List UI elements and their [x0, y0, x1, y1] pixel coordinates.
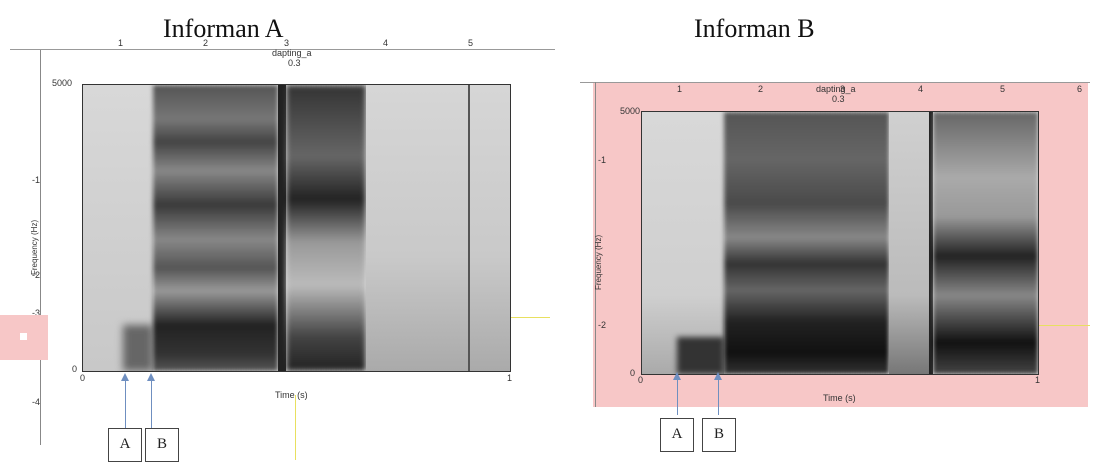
guide-line-b-h [1035, 325, 1090, 326]
top-ruler-b [580, 82, 1090, 83]
segment-a-1 [83, 85, 153, 371]
left-tick-b-2: -2 [598, 320, 607, 330]
file-label-b: dapting_a [816, 84, 856, 94]
spectrogram-panel-a: 1 2 3 4 5 dapting_a 0.3 -1 -2 -3 -4 5000… [0, 38, 560, 464]
spectrogram-b [641, 111, 1039, 375]
marker-box-a-1: A [108, 428, 142, 462]
y-axis-label-a: Frequency (Hz) [30, 219, 39, 275]
segment-a-stop [278, 85, 286, 371]
segment-a-tail [366, 85, 510, 371]
y-min-a: 0 [72, 364, 78, 374]
marker-b-1-label: A [671, 426, 683, 442]
segment-a-nasal [286, 85, 366, 371]
segment-a-vowel [153, 85, 278, 371]
file-label-a: dapting_a [272, 48, 312, 58]
y-min-b: 0 [630, 368, 636, 378]
arrow-head-b-1 [673, 372, 681, 380]
y-max-b: 5000 [620, 106, 641, 116]
top-tick-b-5: 5 [1000, 84, 1006, 94]
left-tick-a-4: -4 [32, 397, 41, 407]
top-tick-b-1: 1 [677, 84, 683, 94]
top-tick-a-4: 4 [383, 38, 389, 48]
arrow-a-2 [151, 380, 152, 430]
arrow-b-2 [718, 379, 719, 415]
y-axis-label-b: Frequency (Hz) [594, 234, 603, 290]
top-tick-b-6: 6 [1077, 84, 1083, 94]
marker-b-2-label: B [713, 426, 724, 442]
left-axis-line-a [40, 50, 41, 445]
marker-dot-a [20, 333, 27, 340]
left-axis-line-b [595, 82, 596, 407]
segment-b-stop [929, 112, 933, 374]
segment-b-nasal [933, 112, 1038, 374]
top-tick-b-4: 4 [918, 84, 924, 94]
arrow-b-1 [677, 379, 678, 415]
segment-a-burst [123, 325, 153, 371]
top-tick-a-5: 5 [468, 38, 474, 48]
arrow-head-b-2 [714, 372, 722, 380]
marker-box-b-1: A [660, 418, 694, 452]
top-tick-b-3: 3 [840, 84, 846, 94]
top-tick-a-3: 3 [284, 38, 290, 48]
marker-box-a-2: B [145, 428, 179, 462]
left-tick-a-3: -3 [32, 308, 41, 318]
top-ruler-a [10, 49, 555, 50]
spectrogram-panel-b: 1 2 3 4 5 6 dapting_a 0.3 -1 -2 5000 0 F… [580, 70, 1100, 415]
marker-a-2-label: B [156, 436, 167, 452]
x-start-b: 0 [638, 375, 644, 385]
arrow-a-1 [125, 380, 126, 430]
title-informan-a: Informan A [163, 14, 284, 43]
arrow-head-a-2 [147, 373, 155, 381]
title-informan-b: Informan B [694, 14, 815, 43]
left-tick-b-1: -1 [598, 155, 607, 165]
file-sub-b: 0.3 [832, 94, 845, 104]
spectrogram-a [82, 84, 511, 372]
segment-b-vowel [724, 112, 889, 374]
arrow-head-a-1 [121, 373, 129, 381]
top-tick-b-2: 2 [758, 84, 764, 94]
x-end-b: 1 [1035, 375, 1041, 385]
y-max-a: 5000 [52, 78, 73, 88]
left-tick-a-2: -2 [32, 270, 41, 280]
segment-b-gap [889, 112, 929, 374]
guide-line-a-h [505, 317, 550, 318]
file-sub-a: 0.3 [288, 58, 301, 68]
guide-line-a-v [295, 395, 296, 460]
segment-a-edge [468, 85, 470, 371]
x-axis-label-a: Time (s) [275, 390, 308, 400]
x-axis-label-b: Time (s) [823, 393, 856, 403]
marker-a-1-label: A [119, 436, 131, 452]
top-tick-a-1: 1 [118, 38, 124, 48]
segment-b-burst [677, 337, 724, 374]
x-end-a: 1 [507, 373, 513, 383]
marker-box-b-2: B [702, 418, 736, 452]
segment-b-1 [642, 112, 724, 374]
top-tick-a-2: 2 [203, 38, 209, 48]
x-start-a: 0 [80, 373, 86, 383]
left-tick-a-1: -1 [32, 175, 41, 185]
